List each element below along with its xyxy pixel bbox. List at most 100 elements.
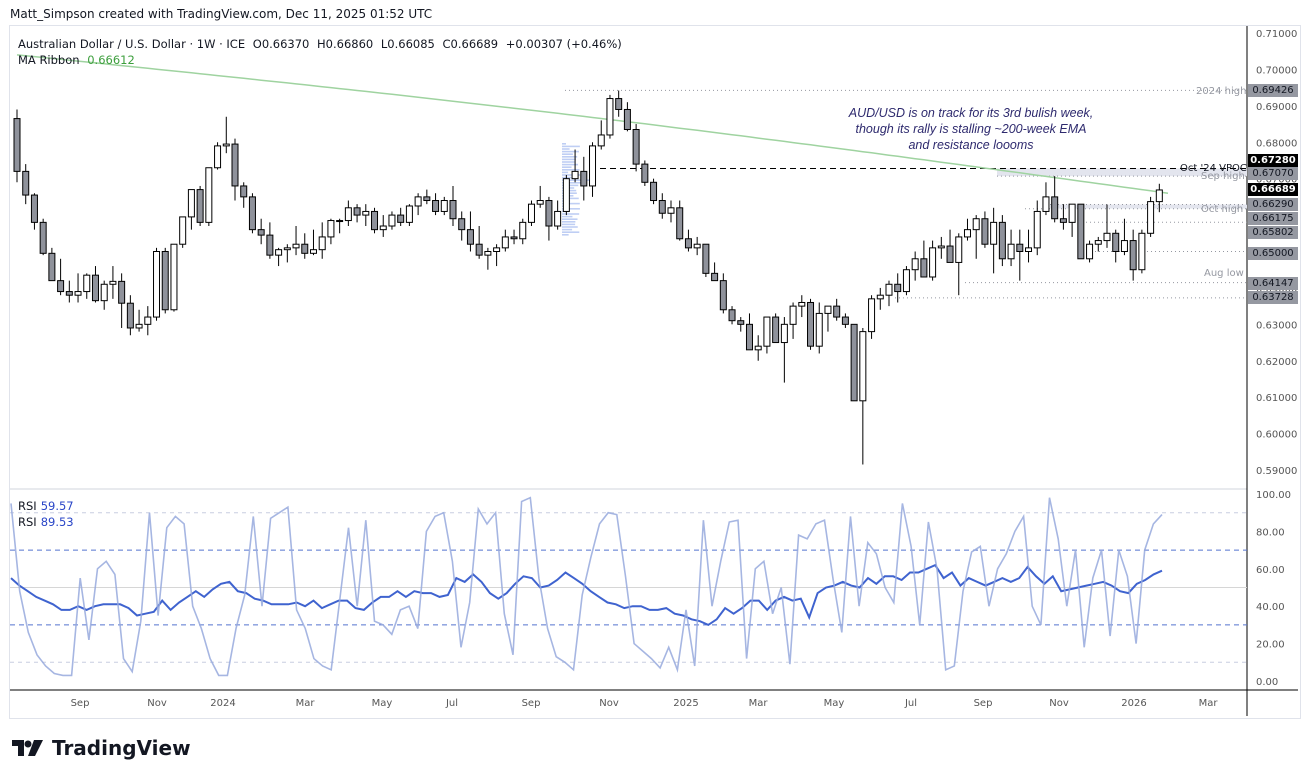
- candle-body[interactable]: [475, 243, 483, 256]
- candle-body[interactable]: [100, 283, 108, 302]
- candle-body[interactable]: [562, 178, 570, 212]
- candle-body[interactable]: [1051, 196, 1059, 220]
- candle-body[interactable]: [397, 214, 405, 223]
- candle-body[interactable]: [222, 143, 230, 147]
- candle-body[interactable]: [118, 280, 126, 304]
- candle-body[interactable]: [266, 234, 274, 256]
- candle-body[interactable]: [536, 200, 544, 205]
- candle-body[interactable]: [423, 196, 431, 202]
- candle-body[interactable]: [667, 207, 675, 214]
- candle-body[interactable]: [780, 323, 788, 344]
- candle-body[interactable]: [798, 301, 806, 307]
- candle-body[interactable]: [1147, 201, 1155, 234]
- candle-body[interactable]: [833, 305, 841, 318]
- rsi-label[interactable]: RSI: [18, 499, 37, 513]
- candle-body[interactable]: [65, 291, 73, 296]
- candle-body[interactable]: [179, 216, 187, 245]
- candle-body[interactable]: [371, 210, 379, 231]
- candle-body[interactable]: [74, 291, 82, 296]
- candle-body[interactable]: [658, 200, 666, 214]
- candle-body[interactable]: [1007, 243, 1015, 260]
- candle-body[interactable]: [344, 207, 352, 222]
- rsi-slow-line[interactable]: [10, 563, 1163, 627]
- candle-body[interactable]: [571, 170, 579, 180]
- candle-body[interactable]: [719, 280, 727, 311]
- candle-body[interactable]: [580, 170, 588, 187]
- candle-body[interactable]: [902, 269, 910, 293]
- candle-body[interactable]: [1016, 243, 1024, 252]
- candle-body[interactable]: [650, 181, 658, 202]
- candle-body[interactable]: [135, 323, 143, 329]
- candle-body[interactable]: [22, 170, 30, 196]
- candle-body[interactable]: [153, 251, 161, 318]
- candle-body[interactable]: [868, 298, 876, 333]
- candle-body[interactable]: [894, 283, 902, 293]
- candle-body[interactable]: [1138, 232, 1146, 271]
- candle-body[interactable]: [126, 302, 134, 329]
- candle-body[interactable]: [632, 129, 640, 165]
- candle-body[interactable]: [170, 243, 178, 311]
- candle-body[interactable]: [301, 243, 309, 254]
- candle-body[interactable]: [309, 249, 317, 254]
- candle-body[interactable]: [275, 249, 283, 256]
- candle-body[interactable]: [597, 134, 605, 147]
- rsi-label[interactable]: RSI: [18, 515, 37, 529]
- candle-body[interactable]: [83, 274, 91, 293]
- candle-body[interactable]: [745, 323, 753, 351]
- candle-body[interactable]: [484, 251, 492, 256]
- candle-body[interactable]: [493, 247, 501, 253]
- candle-body[interactable]: [336, 220, 344, 223]
- candle-body[interactable]: [327, 220, 335, 238]
- candle-body[interactable]: [937, 245, 945, 249]
- candle-body[interactable]: [623, 108, 631, 131]
- candle-body[interactable]: [676, 207, 684, 240]
- candle-body[interactable]: [545, 200, 553, 227]
- candle-body[interactable]: [972, 218, 980, 231]
- candle-body[interactable]: [1120, 240, 1128, 252]
- candle-body[interactable]: [702, 243, 710, 274]
- candle-body[interactable]: [824, 305, 832, 314]
- candle-body[interactable]: [1155, 189, 1163, 203]
- candle-body[interactable]: [48, 252, 56, 282]
- candle-body[interactable]: [606, 98, 614, 136]
- candle-body[interactable]: [57, 280, 65, 293]
- candle-body[interactable]: [458, 218, 466, 231]
- candle-body[interactable]: [1025, 247, 1033, 253]
- candle-body[interactable]: [1094, 240, 1102, 245]
- candle-body[interactable]: [231, 143, 239, 187]
- candle-body[interactable]: [527, 203, 535, 223]
- candle-body[interactable]: [283, 247, 291, 251]
- candle-body[interactable]: [815, 312, 823, 347]
- candle-body[interactable]: [414, 196, 422, 207]
- candle-body[interactable]: [990, 221, 998, 245]
- candle-body[interactable]: [91, 274, 99, 302]
- candle-body[interactable]: [772, 316, 780, 344]
- candle-body[interactable]: [728, 309, 736, 322]
- candle-body[interactable]: [466, 229, 474, 245]
- candle-body[interactable]: [248, 196, 256, 231]
- candle-body[interactable]: [144, 316, 152, 325]
- candle-body[interactable]: [554, 210, 562, 227]
- candle-body[interactable]: [362, 210, 370, 216]
- candle-body[interactable]: [711, 272, 719, 282]
- candle-body[interactable]: [929, 247, 937, 278]
- candle-body[interactable]: [449, 200, 457, 220]
- candle-body[interactable]: [615, 98, 623, 110]
- candle-body[interactable]: [1112, 232, 1120, 253]
- candle-body[interactable]: [379, 225, 387, 231]
- candle-body[interactable]: [292, 243, 300, 249]
- candle-body[interactable]: [1042, 196, 1050, 212]
- candle-body[interactable]: [737, 320, 745, 325]
- candle-body[interactable]: [240, 185, 248, 198]
- candle-body[interactable]: [1103, 232, 1111, 242]
- candle-body[interactable]: [859, 331, 867, 402]
- candle-body[interactable]: [161, 251, 169, 311]
- candle-body[interactable]: [693, 243, 701, 249]
- candle-body[interactable]: [30, 194, 38, 223]
- candle-body[interactable]: [1059, 218, 1067, 223]
- candle-body[interactable]: [501, 236, 509, 249]
- candle-body[interactable]: [589, 145, 597, 187]
- candle-body[interactable]: [763, 316, 771, 347]
- candle-body[interactable]: [405, 205, 413, 223]
